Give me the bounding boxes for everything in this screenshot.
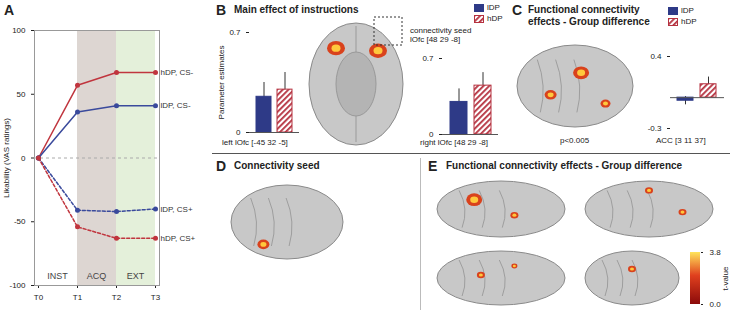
svg-text:INST: INST	[47, 271, 68, 281]
svg-text:50: 50	[17, 90, 26, 99]
html-text:ACC [3 11 37]: ACC [3 11 37]	[656, 136, 706, 145]
svg-text:Parameter estimates: Parameter estimates	[217, 46, 226, 120]
html-text:A: A	[4, 2, 15, 18]
html-text:Functional connectivity effect: Functional connectivity effects - Group …	[446, 160, 683, 171]
svg-text:0: 0	[236, 128, 241, 136]
svg-text:ACQ: ACQ	[87, 271, 107, 281]
svg-text:0: 0	[21, 154, 26, 163]
html-text:C Functional connectivity effe: C Functional connectivity effects - Grou…	[512, 2, 650, 27]
html-text:B: B	[216, 2, 227, 18]
svg-text:lDP, CS+: lDP, CS+	[161, 205, 193, 214]
html-text:E: E	[428, 158, 438, 174]
svg-text:0.7: 0.7	[422, 54, 434, 63]
svg-text:0.4: 0.4	[650, 52, 662, 61]
svg-text:hDP, CS-: hDP, CS-	[161, 68, 194, 77]
svg-text:0: 0	[429, 130, 434, 138]
svg-text:lDP, CS-: lDP, CS-	[161, 101, 191, 110]
svg-text:-0.3: -0.3	[648, 124, 662, 132]
svg-text:100: 100	[12, 26, 26, 35]
svg-text:T0: T0	[34, 293, 44, 302]
html-text:lDP: lDP	[487, 3, 500, 12]
svg-text:3.8: 3.8	[710, 248, 722, 257]
svg-text:-100: -100	[9, 281, 26, 290]
svg-text:-50: -50	[14, 217, 26, 226]
html-text:connectivity seed lOfc [48 29: connectivity seed lOfc [48 29 -8]	[410, 26, 472, 44]
html-text:Main effect of instructions: Main effect of instructions	[234, 4, 359, 15]
svg-text:T3: T3	[151, 293, 161, 302]
svg-text:0.0: 0.0	[710, 300, 722, 309]
html-text:p<0.005: p<0.005	[560, 136, 590, 145]
html-text:hDP: hDP	[487, 14, 503, 23]
html-text:Connectivity seed: Connectivity seed	[234, 160, 320, 171]
html-text:D: D	[216, 158, 227, 174]
svg-text:T2: T2	[112, 293, 122, 302]
html-text:hDP: hDP	[681, 17, 697, 26]
html-text:lDP: lDP	[681, 6, 694, 15]
html-text:left lOfc [-45 32 -5]: left lOfc [-45 32 -5]	[222, 138, 288, 147]
svg-text:hDP, CS+: hDP, CS+	[161, 234, 196, 243]
html-text:right lOfc [48 29 -8]: right lOfc [48 29 -8]	[420, 138, 488, 147]
svg-text:t-value: t-value	[721, 266, 730, 291]
svg-text:Likability (VAS ratings): Likability (VAS ratings)	[2, 118, 11, 198]
svg-text:EXT: EXT	[127, 271, 145, 281]
svg-text:0.7: 0.7	[229, 28, 241, 37]
svg-text:T1: T1	[73, 293, 83, 302]
